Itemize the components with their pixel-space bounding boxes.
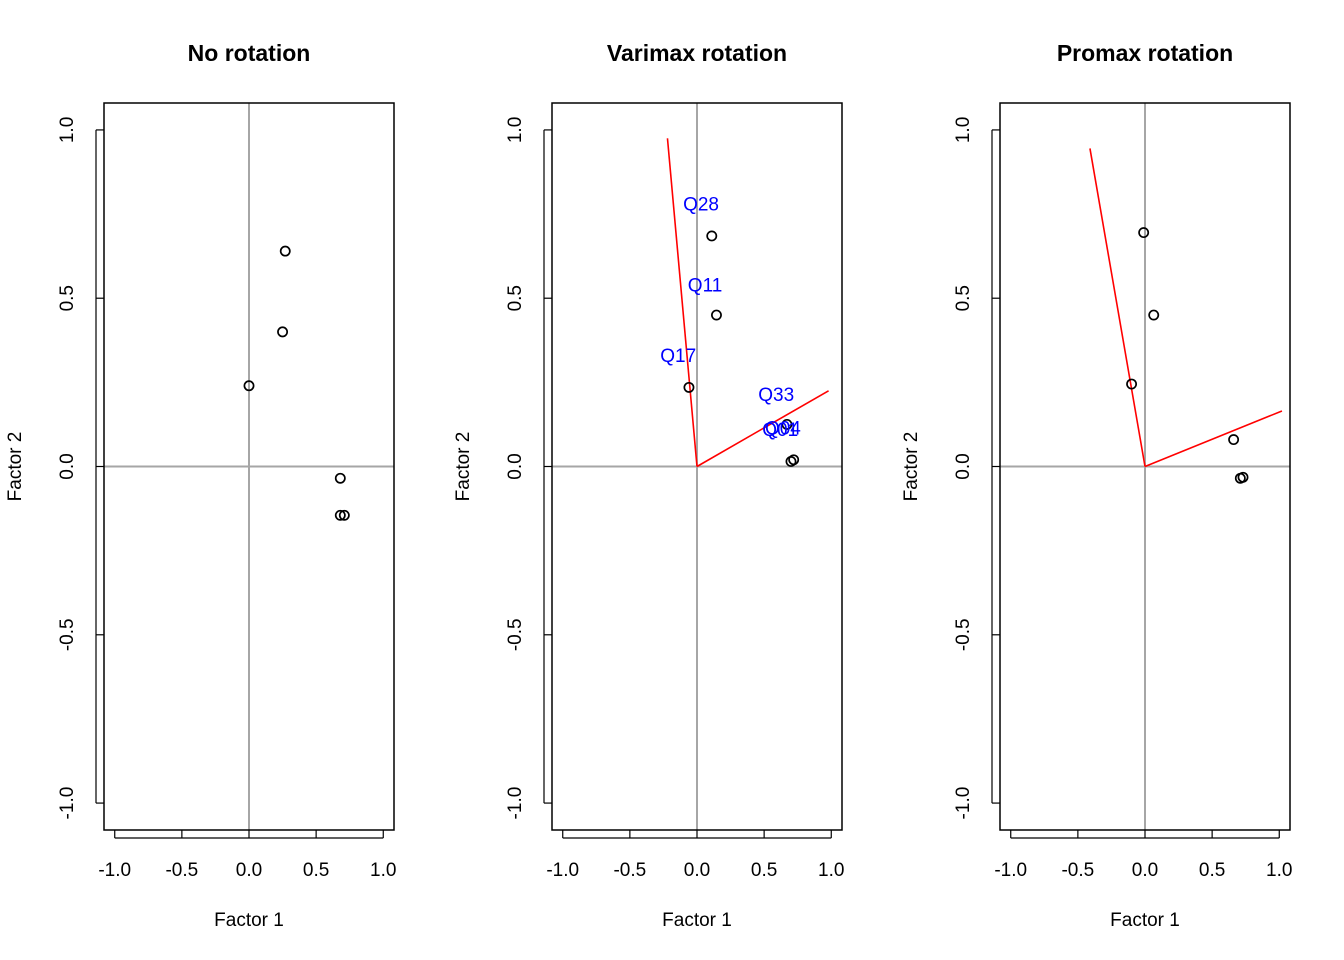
y-tick-label: 0.5: [953, 285, 974, 311]
data-point: [277, 326, 289, 338]
y-tick-label: -1.0: [57, 787, 78, 820]
data-point: [788, 454, 800, 466]
y-tick-label: 0.0: [57, 453, 78, 479]
y-tick-label: 1.0: [953, 117, 974, 143]
point-label-q17: Q17: [660, 346, 696, 367]
y-axis-label: Factor 2: [901, 432, 922, 502]
y-tick-label: 0.0: [505, 453, 526, 479]
x-axis-label: Factor 1: [662, 910, 732, 931]
x-tick-label: 0.0: [1132, 860, 1158, 881]
data-point: [1126, 378, 1138, 390]
point-label-q11: Q11: [688, 275, 723, 296]
x-tick-label: -1.0: [98, 860, 131, 881]
y-tick-label: 1.0: [505, 117, 526, 143]
chart-title: Promax rotation: [1057, 40, 1233, 66]
y-axis-label: Factor 2: [5, 432, 26, 502]
data-point: [785, 456, 797, 467]
data-point: [243, 380, 255, 392]
y-tick-label: -0.5: [953, 618, 974, 651]
y-tick-label: -0.5: [505, 618, 526, 651]
x-tick-label: 1.0: [1266, 860, 1292, 881]
data-point: [711, 309, 722, 321]
data-point: [706, 230, 718, 242]
y-tick-label: -1.0: [505, 787, 526, 820]
y-tick-label: 1.0: [57, 117, 78, 143]
x-tick-label: -0.5: [165, 860, 198, 881]
data-point: [1138, 227, 1150, 239]
rotated-axis-line-1: [1089, 148, 1146, 467]
y-tick-label: -0.5: [57, 618, 78, 651]
x-tick-label: 1.0: [818, 860, 844, 881]
x-tick-label: 0.5: [1199, 860, 1225, 881]
point-label-q33: Q33: [758, 385, 794, 406]
x-tick-label: 1.0: [370, 860, 396, 881]
x-tick-label: 0.5: [303, 860, 329, 881]
data-point: [1148, 309, 1160, 321]
x-tick-label: -0.5: [613, 860, 646, 881]
point-label-q04: Q04: [765, 419, 801, 440]
x-tick-label: 0.5: [751, 860, 777, 881]
rotated-axis-line-2: [1144, 410, 1283, 468]
panel-2: Varimax rotation -1.0 -0.5 0.0 0.5 1.0 -1.0 -0.…: [453, 40, 844, 931]
x-axis-label: Factor 1: [214, 910, 284, 931]
chart-title: No rotation: [188, 40, 311, 66]
data-point: [279, 245, 291, 257]
rotated-axis-line-2: [696, 390, 829, 468]
x-tick-label: 0.0: [236, 860, 262, 881]
y-tick-label: 0.0: [953, 453, 974, 479]
data-point: [1237, 471, 1249, 483]
y-axis-label: Factor 2: [453, 432, 474, 502]
x-axis-label: Factor 1: [1110, 910, 1180, 931]
chart-title: Varimax rotation: [607, 40, 787, 66]
data-point: [683, 381, 695, 393]
panel-3: Promax rotation -1.0 -0.5 0.0 0.5 1.0 -1.0 -0.5…: [901, 40, 1292, 931]
x-tick-label: -1.0: [994, 860, 1027, 881]
y-tick-label: -1.0: [953, 787, 974, 820]
data-point: [334, 472, 346, 484]
data-point: [338, 509, 350, 521]
data-point: [1228, 434, 1240, 446]
panel-1: No rotation -1.0 -0.5 0.0 0.5 1.0 -1.0 -0.5 0.0 0…: [5, 40, 396, 931]
rotated-axis-line-1: [666, 138, 698, 467]
x-tick-label: 0.0: [684, 860, 710, 881]
data-point: [334, 509, 346, 521]
point-label-q28: Q28: [683, 195, 719, 216]
data-point: [781, 418, 793, 430]
y-tick-label: 0.5: [57, 285, 78, 311]
point-label-q01: Q01: [762, 420, 798, 441]
x-tick-label: -1.0: [546, 860, 579, 881]
x-tick-label: -0.5: [1061, 860, 1094, 881]
y-tick-label: 0.5: [505, 285, 526, 311]
